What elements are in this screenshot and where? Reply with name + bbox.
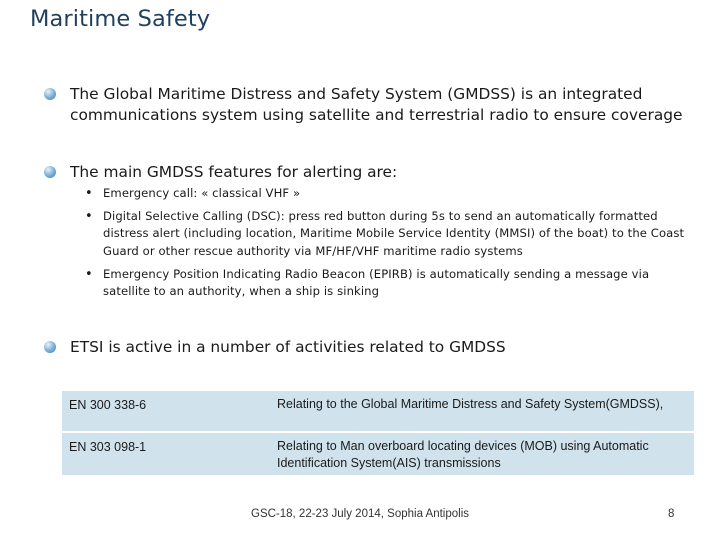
bullet-text: The main GMDSS features for alerting are… — [70, 163, 398, 181]
bullet-text: ETSI is active in a number of activities… — [70, 338, 506, 356]
standard-code: EN 303 098-1 — [62, 433, 259, 475]
feature-sub-list: • Emergency call: « classical VHF » • Di… — [85, 185, 688, 300]
slide-title: Maritime Safety — [30, 6, 211, 32]
sub-item-text: Digital Selective Calling (DSC): press r… — [103, 209, 685, 258]
bullet-text: The Global Maritime Distress and Safety … — [70, 85, 683, 124]
bullet-icon — [44, 166, 56, 178]
sub-item-text: Emergency Position Indicating Radio Beac… — [103, 266, 650, 299]
standards-table: EN 300 338-6 Relating to the Global Mari… — [62, 389, 694, 477]
standard-description: Relating to the Global Maritime Distress… — [259, 391, 694, 431]
bullet-etsi: ETSI is active in a number of activities… — [44, 337, 690, 358]
dot-bullet-icon: • — [85, 186, 93, 201]
sub-item-dsc: • Digital Selective Calling (DSC): press… — [85, 208, 688, 260]
dot-bullet-icon: • — [85, 209, 93, 225]
page-number: 8 — [668, 508, 675, 520]
bullet-gmdss-features: The main GMDSS features for alerting are… — [44, 162, 690, 183]
footer-text: GSC-18, 22-23 July 2014, Sophia Antipoli… — [251, 508, 469, 520]
dot-bullet-icon: • — [85, 266, 93, 282]
table-row: EN 303 098-1 Relating to Man overboard l… — [62, 433, 694, 475]
bullet-icon — [44, 88, 56, 100]
standard-code: EN 300 338-6 — [62, 391, 259, 431]
sub-item-text: Emergency call: « classical VHF » — [103, 186, 301, 200]
sub-item-emergency-call: • Emergency call: « classical VHF » — [85, 185, 688, 202]
sub-item-epirb: • Emergency Position Indicating Radio Be… — [85, 266, 688, 300]
bullet-icon — [44, 341, 56, 353]
table-row: EN 300 338-6 Relating to the Global Mari… — [62, 391, 694, 431]
bullet-gmdss-intro: The Global Maritime Distress and Safety … — [44, 84, 690, 125]
standard-description: Relating to Man overboard locating devic… — [259, 433, 694, 475]
